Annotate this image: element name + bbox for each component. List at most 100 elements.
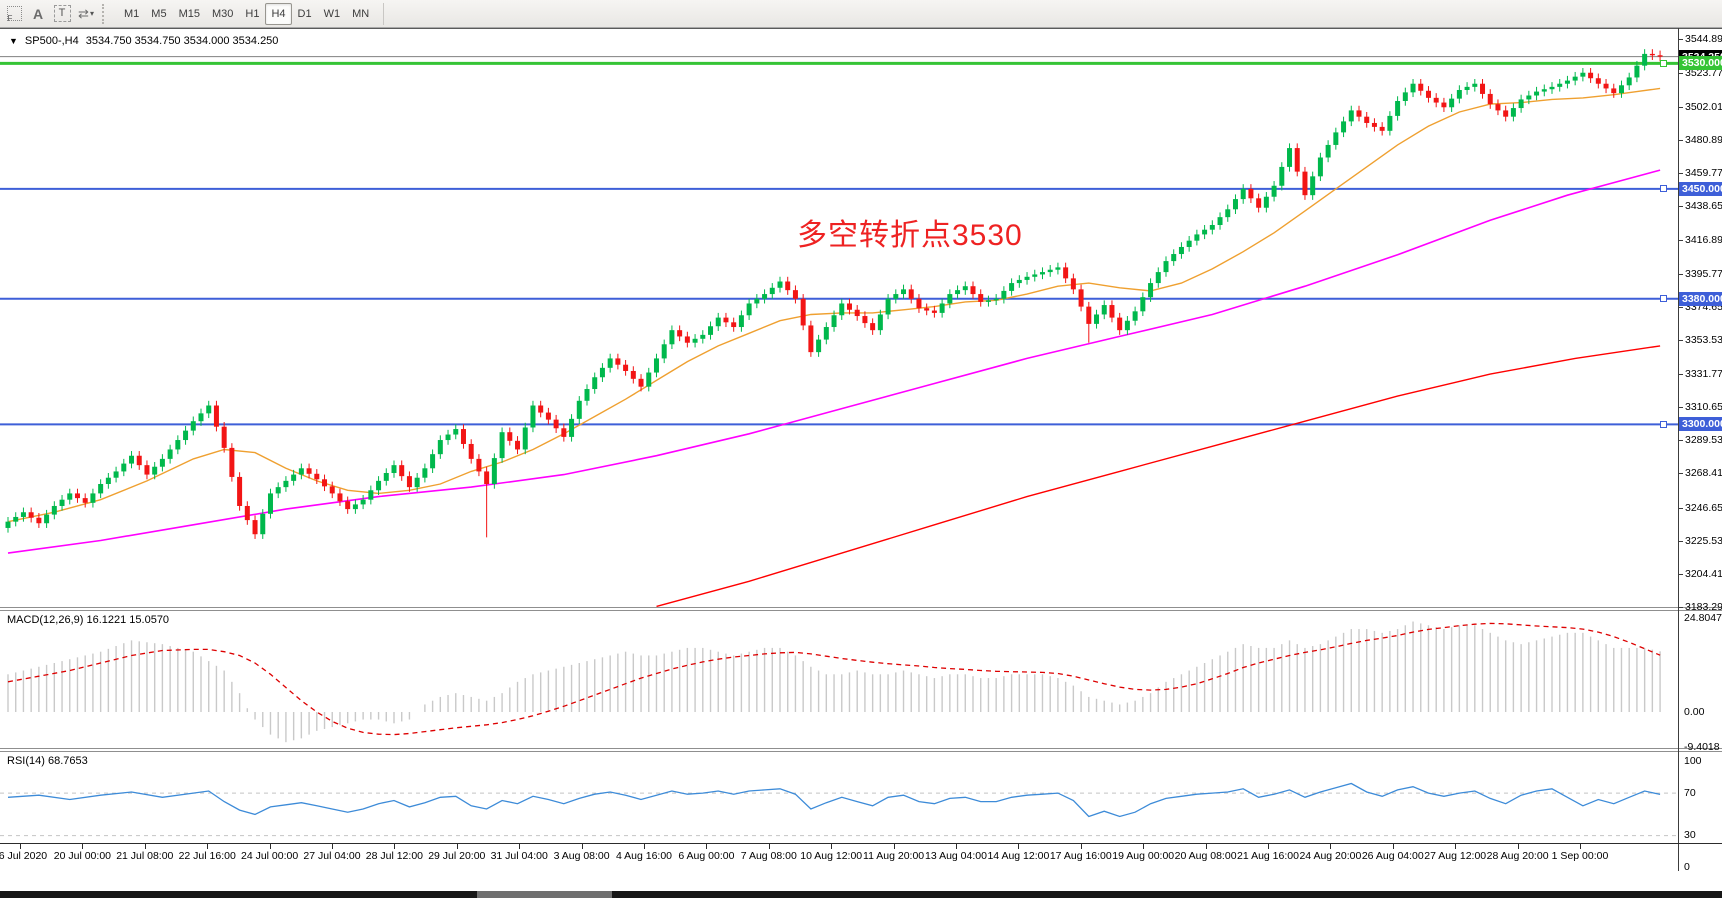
candle <box>576 400 582 419</box>
candle <box>51 505 57 515</box>
candle <box>252 520 258 535</box>
time-tick-label: 27 Jul 04:00 <box>303 850 361 862</box>
annotation-text[interactable]: 多空转折点3530 <box>797 219 1023 252</box>
macd-axis-label: -9.4018 <box>1684 740 1720 753</box>
candle <box>762 294 768 299</box>
hline-handle[interactable] <box>1660 420 1667 428</box>
candle <box>1549 86 1555 90</box>
time-tick-label: 6 Aug 00:00 <box>678 850 735 862</box>
candle <box>244 505 250 521</box>
candle <box>1163 261 1169 273</box>
candle <box>831 315 837 328</box>
price-badge: 3300.000 <box>1679 417 1722 432</box>
candle <box>1240 188 1246 200</box>
toolbar: F A T ⇄ ▾ M1 M5 M15 M30 H1 H4 D1 W1 MN <box>0 0 1722 28</box>
time-tick-label: 28 Aug 20:00 <box>1486 850 1549 862</box>
time-tick-mark <box>1018 844 1020 849</box>
price-tick-label: 3183.290 <box>1685 601 1722 614</box>
candle <box>1232 199 1238 210</box>
macd-signal-line <box>7 622 1661 736</box>
candle <box>1456 90 1462 99</box>
candle <box>1271 185 1277 197</box>
macd-panel-canvas[interactable] <box>0 611 1722 748</box>
price-tick-mark <box>1679 240 1683 242</box>
price-axis-border <box>1678 28 1679 871</box>
candle <box>422 468 428 478</box>
panel-splitter-main-macd[interactable] <box>0 607 1722 611</box>
candle <box>877 314 883 331</box>
candle <box>538 405 544 413</box>
rsi-panel-canvas[interactable] <box>0 752 1722 871</box>
collapse-triangle-icon[interactable]: ▼ <box>9 36 18 46</box>
timeframe-button-m1[interactable]: M1 <box>124 7 140 20</box>
timeframe-button-h4[interactable]: H4 <box>265 2 292 25</box>
time-tick-mark <box>456 844 458 849</box>
candle <box>1155 272 1161 284</box>
candle <box>190 421 196 431</box>
time-tick-mark <box>706 844 708 849</box>
timeframe-button-h1[interactable]: H1 <box>245 7 260 20</box>
price-tick-mark <box>1679 607 1683 609</box>
candle <box>1642 53 1648 66</box>
chart-window: ▼ SP500-,H4 3534.750 3534.750 3534.000 3… <box>0 28 1722 898</box>
price-tick-label: 3331.770 <box>1685 367 1722 380</box>
time-tick-label: 26 Aug 04:00 <box>1361 850 1424 862</box>
candle <box>970 286 976 295</box>
timeframe-button-mn[interactable]: MN <box>352 7 370 20</box>
hline-handle[interactable] <box>1660 295 1667 303</box>
candle <box>1225 209 1231 218</box>
candle <box>1101 305 1107 315</box>
timeframe-button-w1[interactable]: W1 <box>323 7 341 20</box>
price-tick-label: 3268.410 <box>1685 467 1722 480</box>
candle <box>44 514 50 524</box>
hline-handle[interactable] <box>1660 185 1667 193</box>
chart-shift-icon[interactable]: F <box>4 4 24 24</box>
candle <box>1449 98 1455 108</box>
candle <box>291 474 297 481</box>
candle <box>715 317 721 327</box>
panel-splitter-macd-rsi[interactable] <box>0 748 1722 752</box>
price-tick-mark <box>1679 440 1683 442</box>
price-tick-label: 3502.010 <box>1685 100 1722 113</box>
candle <box>430 454 436 469</box>
ma-slow-red <box>656 345 1661 608</box>
dropdown-caret-icon[interactable]: ▾ <box>89 9 94 18</box>
timeframe-button-d1[interactable]: D1 <box>297 7 312 20</box>
timeframe-button-m15[interactable]: M15 <box>178 7 200 20</box>
timeframe-button-m5[interactable]: M5 <box>151 7 167 20</box>
candle <box>1395 100 1401 116</box>
text-label-tool-icon[interactable]: A <box>32 5 44 22</box>
toolbar-grip[interactable] <box>102 3 108 24</box>
macd-axis-label: 0.00 <box>1684 705 1705 718</box>
arrows-tool-icon[interactable]: ⇄ ▾ <box>78 5 94 21</box>
candle <box>1487 93 1493 105</box>
candle <box>376 480 382 491</box>
hline-handle[interactable] <box>1660 59 1667 67</box>
candle <box>723 317 729 323</box>
text-box-tool-icon[interactable]: T <box>52 4 72 24</box>
candle <box>283 480 289 488</box>
candle <box>638 378 644 387</box>
candle <box>1117 317 1123 331</box>
main-chart-canvas[interactable] <box>0 28 1722 608</box>
candle <box>360 499 366 505</box>
candle <box>74 493 80 499</box>
bottom-scrollbar[interactable] <box>0 891 1722 898</box>
candle <box>13 516 19 522</box>
candle <box>785 281 791 291</box>
time-tick-mark <box>893 844 895 849</box>
candle <box>1572 76 1578 81</box>
price-tick-mark <box>1679 72 1683 74</box>
time-tick-label: 13 Aug 04:00 <box>925 850 987 862</box>
timeframe-button-m30[interactable]: M30 <box>211 7 234 20</box>
candle <box>1094 314 1100 324</box>
candle <box>275 487 281 494</box>
time-tick-label: 19 Aug 00:00 <box>1112 850 1175 862</box>
time-axis[interactable]: 16 Jul 2020 20 Jul 00:00 21 Jul 08:00 22 Ju… <box>0 843 1722 864</box>
time-tick-label: 1 Sep 00:00 <box>1551 850 1609 862</box>
candle <box>206 405 212 414</box>
candle <box>1202 229 1208 235</box>
candle <box>159 458 165 467</box>
candle <box>1618 85 1624 94</box>
candle <box>1078 289 1084 307</box>
